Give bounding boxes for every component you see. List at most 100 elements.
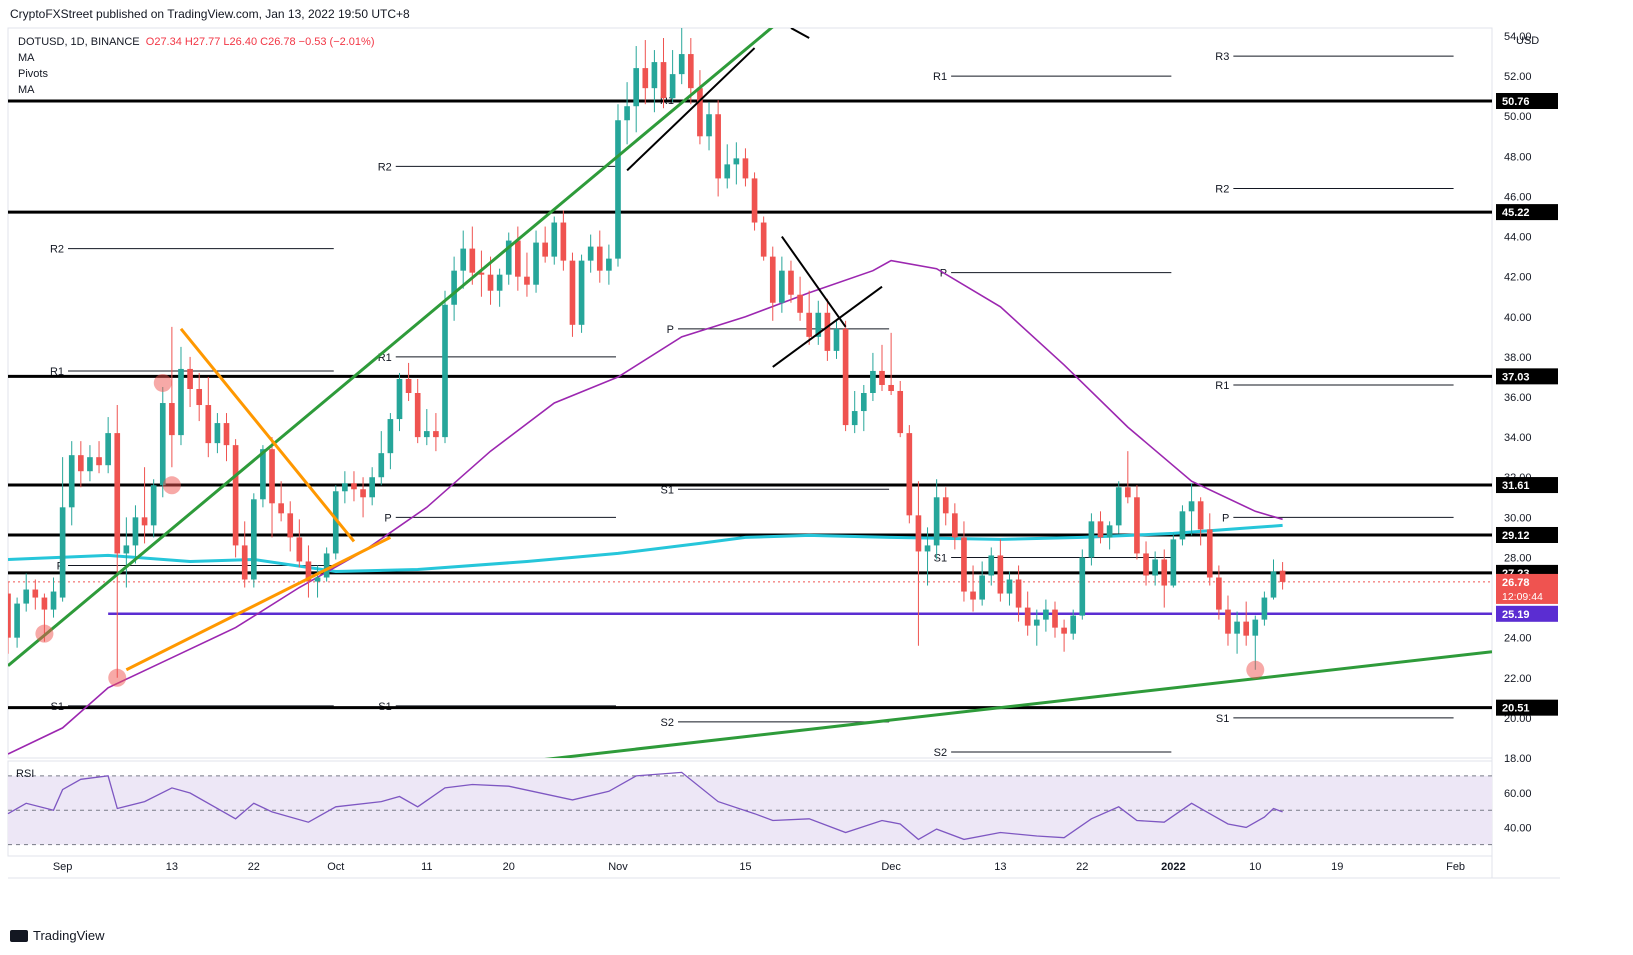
pivot-label: S1: [934, 552, 947, 564]
level-badge: [1496, 526, 1558, 543]
candle: [797, 294, 803, 313]
candle: [551, 222, 558, 257]
candle: [1206, 529, 1213, 578]
candle: [132, 517, 139, 546]
pivot-label: R2: [378, 161, 392, 173]
candle: [287, 513, 294, 538]
highlight-circle: [153, 373, 172, 392]
level-badge-label: 45.22: [1502, 207, 1530, 219]
published-caption: CryptoFXStreet published on TradingView.…: [10, 7, 410, 21]
candle: [724, 164, 731, 179]
candle: [879, 370, 885, 385]
candle: [1225, 609, 1231, 634]
candle: [396, 378, 403, 420]
pivot-label: R3: [1215, 51, 1229, 63]
candle: [606, 258, 612, 271]
candle: [1188, 501, 1195, 512]
pivot-label: R2: [50, 244, 64, 256]
candle: [1243, 621, 1250, 636]
pivot-label: P: [384, 512, 391, 524]
candle: [1097, 521, 1104, 538]
candle: [14, 603, 20, 638]
candle: [442, 304, 448, 438]
legend-indicator-ma[interactable]: MA: [18, 52, 35, 64]
candle: [32, 589, 39, 598]
candle: [423, 431, 430, 438]
candle: [1061, 627, 1067, 634]
price-tick-label: 42.00: [1504, 272, 1532, 284]
series-legend: DOTUSD, 1D, BINANCE O27.34 H27.77 L26.40…: [18, 34, 375, 98]
time-tick-label: 19: [1331, 861, 1343, 873]
candle: [260, 449, 266, 500]
candle: [487, 274, 494, 291]
time-tick-label: 10: [1249, 861, 1261, 873]
price-pane: [7, 27, 1493, 759]
candle: [1179, 511, 1186, 540]
legend-symbol[interactable]: DOTUSD, 1D, BINANCE: [18, 36, 140, 48]
candle: [1115, 487, 1122, 526]
candle: [833, 328, 840, 351]
candle: [624, 106, 630, 121]
candle: [687, 54, 694, 89]
candle: [587, 246, 594, 261]
candle: [706, 114, 712, 137]
candle: [105, 433, 111, 466]
candle: [296, 537, 303, 562]
legend-indicator-pivots[interactable]: Pivots: [18, 68, 48, 80]
tradingview-logo-text: TradingView: [33, 928, 105, 943]
trendline: [544, 650, 1492, 758]
candle: [1052, 609, 1058, 628]
candle: [715, 114, 721, 179]
price-tick-label: 34.00: [1504, 432, 1532, 444]
candle: [96, 457, 102, 466]
legend-indicator-ma-2[interactable]: MA: [18, 84, 35, 96]
candle: [760, 222, 767, 257]
candle: [988, 555, 995, 576]
candle: [806, 312, 813, 337]
price-tick-label: 28.00: [1504, 552, 1532, 564]
rsi-line: [7, 771, 1283, 841]
candle: [1106, 525, 1113, 538]
candle: [387, 419, 394, 454]
candle: [660, 62, 667, 99]
candle: [187, 368, 193, 389]
candle: [433, 431, 439, 438]
candle: [1161, 559, 1168, 586]
candle: [1216, 577, 1222, 610]
candle: [1079, 557, 1086, 616]
main-plot-group: R2R1PS1R2R1PS1R1PS1S2R1PS1S2R3R2R1PS1: [8, 28, 1492, 758]
candle: [615, 120, 621, 259]
price-tick-label: 22.00: [1504, 673, 1532, 685]
candle: [1043, 609, 1049, 620]
price-tick-label: 44.00: [1504, 232, 1532, 244]
level-badge-label: 37.03: [1502, 371, 1530, 383]
candle: [50, 591, 57, 610]
candle: [1125, 487, 1131, 498]
candle: [897, 390, 904, 434]
time-tick-label: 20: [503, 861, 515, 873]
candle: [496, 274, 503, 291]
time-tick-label: 2022: [1161, 861, 1185, 873]
tradingview-logo-icon: [10, 929, 28, 942]
candle: [997, 555, 1004, 594]
candle: [1033, 619, 1040, 626]
candle: [332, 491, 339, 554]
candle: [860, 393, 867, 412]
candle: [569, 260, 576, 325]
time-tick-label: Sep: [53, 861, 73, 873]
price-tick-label: 20.00: [1504, 713, 1532, 725]
highlight-circle: [1246, 660, 1265, 679]
candle: [924, 545, 931, 552]
highlight-circle: [35, 624, 54, 643]
trendline: [8, 28, 774, 667]
candle: [642, 68, 649, 89]
candle: [214, 423, 221, 444]
candle: [232, 445, 239, 546]
time-tick-label: 11: [421, 861, 432, 873]
candle: [141, 517, 148, 526]
time-tick-label: 22: [248, 861, 260, 873]
trendline: [179, 327, 356, 543]
tradingview-logo[interactable]: TradingView: [10, 928, 105, 943]
time-tick-label: 13: [994, 861, 1006, 873]
